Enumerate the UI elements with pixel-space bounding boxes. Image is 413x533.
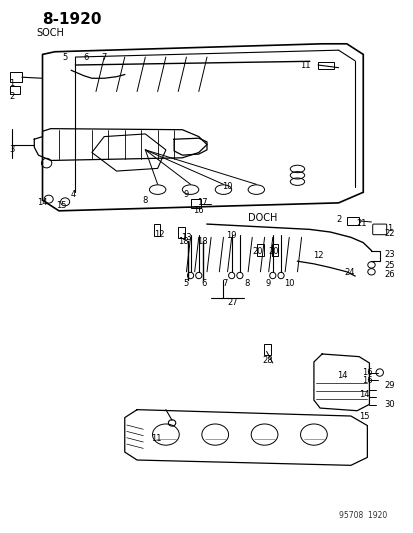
Text: 11: 11 [300, 61, 310, 69]
Bar [190, 199, 200, 208]
Text: 6: 6 [83, 53, 88, 62]
Text: 30: 30 [384, 400, 394, 409]
Bar [256, 244, 263, 256]
Text: 23: 23 [384, 251, 394, 260]
Bar [153, 224, 160, 236]
Text: 95708  1920: 95708 1920 [338, 511, 387, 520]
Text: 7: 7 [222, 279, 227, 288]
Text: 9: 9 [265, 279, 270, 288]
Text: 16: 16 [361, 368, 372, 377]
Text: 16: 16 [361, 376, 372, 385]
Text: 28: 28 [262, 357, 273, 366]
Text: 3: 3 [9, 146, 14, 155]
Text: 14: 14 [358, 390, 368, 399]
Text: 1: 1 [387, 224, 392, 233]
Text: 8: 8 [142, 196, 147, 205]
Text: 4: 4 [71, 190, 76, 199]
Text: 12: 12 [154, 230, 164, 239]
Text: 9: 9 [183, 190, 189, 199]
Text: 10: 10 [222, 182, 232, 191]
Text: 6: 6 [201, 279, 206, 288]
Text: 12: 12 [312, 252, 323, 261]
Text: 8: 8 [244, 279, 249, 288]
Text: 11: 11 [150, 434, 161, 443]
Text: 19: 19 [226, 231, 236, 240]
Text: 24: 24 [344, 268, 354, 277]
Text: 2: 2 [9, 92, 14, 101]
Text: 8-1920: 8-1920 [43, 12, 102, 27]
Text: 15: 15 [358, 411, 368, 421]
Text: 14: 14 [337, 370, 347, 379]
Bar [9, 72, 22, 82]
Text: SOCH: SOCH [36, 28, 64, 38]
Text: 14: 14 [37, 198, 47, 207]
Text: 25: 25 [384, 261, 394, 270]
Text: 15: 15 [56, 201, 66, 210]
Text: 20: 20 [268, 247, 278, 256]
Text: DOCH: DOCH [247, 213, 277, 223]
Text: 26: 26 [384, 270, 394, 279]
Text: 13: 13 [181, 233, 191, 242]
Text: 29: 29 [384, 381, 394, 390]
Text: 27: 27 [227, 298, 237, 307]
Text: 1: 1 [9, 79, 14, 88]
Text: 20: 20 [252, 247, 262, 256]
Text: 2: 2 [336, 215, 341, 224]
Bar [178, 227, 184, 238]
Text: 21: 21 [355, 219, 366, 228]
Text: 18: 18 [178, 237, 188, 246]
Text: 22: 22 [384, 229, 394, 238]
Bar [317, 62, 334, 69]
Bar [263, 344, 271, 355]
Bar [346, 216, 358, 225]
Text: 7: 7 [101, 53, 107, 62]
Text: 5: 5 [183, 279, 188, 288]
Text: 16: 16 [193, 206, 204, 215]
Bar [9, 86, 20, 94]
Text: 10: 10 [283, 279, 294, 288]
Bar [271, 244, 278, 256]
Text: 17: 17 [197, 198, 208, 207]
Text: 5: 5 [62, 53, 68, 62]
Text: 18: 18 [197, 237, 208, 246]
